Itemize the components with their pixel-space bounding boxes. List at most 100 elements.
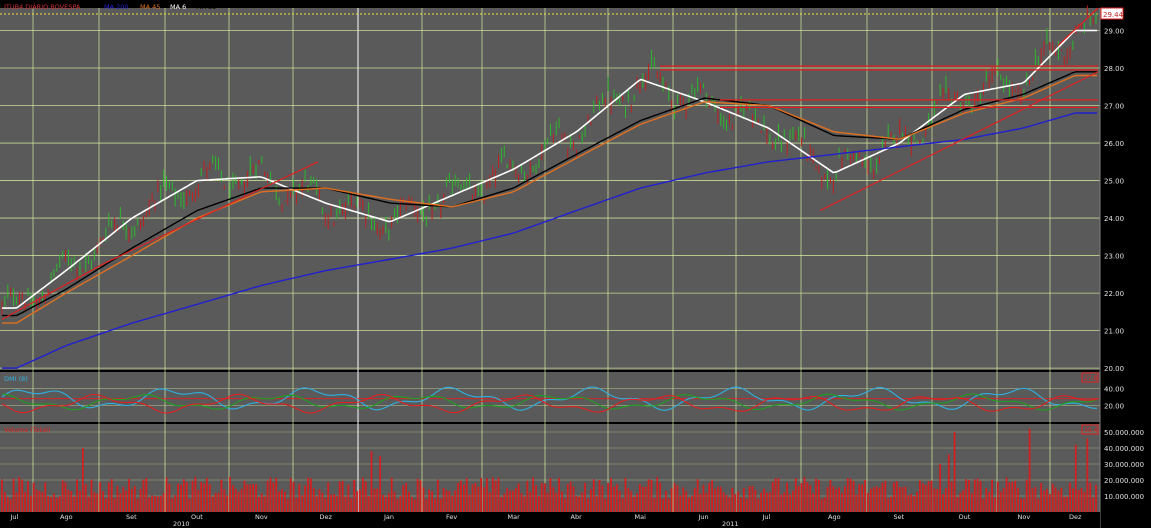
volume-bar [555,492,558,512]
volume-bar [520,492,523,512]
volume-bar [1014,480,1017,512]
last-price-badge [1100,7,1124,20]
volume-bar [792,490,794,512]
volume-bar [546,492,549,512]
volume-bar [575,496,578,512]
volume-bar [396,499,399,512]
volume-bar [849,478,852,512]
legend-ma6: MA 6 [170,3,186,11]
volume-bar [338,481,341,512]
volume-bar [324,497,327,512]
volume-bar [578,496,581,512]
volume-bar [217,492,220,512]
volume-bar [295,497,298,512]
volume-bar [760,492,763,512]
volume-bar [901,487,904,512]
volume-bar [220,479,223,512]
volume-bar [843,486,846,512]
volume-bar [904,486,907,512]
volume-bar [705,492,708,512]
volume-bar [393,491,396,512]
volume-bar [996,481,999,512]
volume-bar [725,495,728,512]
volume-bar [815,478,817,512]
dmi-minus-line [1,393,1098,414]
volume-tick-label: 40.000.000 [1104,445,1144,453]
volume-bar [15,492,18,512]
volume-bar [211,496,214,512]
volume-bar [448,491,451,512]
volume-bar [278,491,281,512]
volume-bar [953,432,956,512]
volume-bar [543,483,546,512]
volume-bar [846,478,849,512]
volume-bar [255,484,257,512]
volume-bar [728,497,731,512]
volume-bar [203,483,205,512]
volume-bar [641,486,644,512]
volume-bar [422,487,425,512]
trendline [104,161,319,264]
volume-bar [714,488,716,512]
volume-bar [298,483,301,512]
volume-badge-label: 39.4 [1084,427,1098,434]
volume-bar [659,482,662,512]
volume-bar [690,495,693,512]
volume-bar [858,484,861,512]
volume-bar [979,480,982,512]
volume-bar [613,486,615,512]
volume-bar [1083,491,1086,512]
ma200-line [2,112,1097,369]
volume-bar [226,495,229,512]
volume-bar [119,493,122,512]
volume-bar [1086,438,1089,512]
volume-bar [281,489,283,512]
volume-bar [754,489,757,512]
volume-bar [763,488,765,512]
volume-bar [465,478,468,512]
volume-bar [786,482,789,512]
volume-bar [878,487,881,512]
volume-bar [252,484,255,512]
volume-bar [361,477,364,512]
volume-bar [887,498,890,512]
volume-bar [76,479,78,512]
volume-bar [223,489,226,512]
legend-symbol: ITUB4 DIÁRIO BOVESPA [4,2,81,11]
volume-bar [301,495,304,512]
volume-tick-label: 10.000.000 [1104,493,1144,501]
volume-tick-label: 50.000.000 [1104,429,1144,437]
volume-bar [145,478,148,512]
volume-bar [474,482,477,512]
volume-bar [335,495,338,512]
trendline [819,71,1099,212]
volume-bar [890,496,892,512]
volume-bar [194,477,197,512]
month-label: Nov [255,513,268,521]
volume-bar [180,484,182,512]
volume-bar [561,491,563,512]
volume-bar [84,484,87,512]
volume-bar [275,477,278,512]
volume-bar [869,488,872,512]
volume-bar [151,495,154,512]
volume-bar [188,498,191,512]
volume-bar [688,497,690,512]
volume-bar [44,482,47,512]
price-tick-label: 24.00 [1104,215,1124,223]
volume-bar [246,484,249,512]
volume-bar [1040,483,1043,512]
month-label: Out [191,513,203,521]
volume-bar [309,478,312,512]
volume-bar [330,494,332,512]
volume-tick-label: 20.000.000 [1104,477,1144,485]
volume-bar [122,486,125,512]
volume-bar [722,492,725,512]
volume-bar [647,479,650,512]
volume-bar [24,492,26,512]
volume-bar [1,479,3,512]
volume-bar [523,496,526,512]
volume-bar [809,485,812,512]
